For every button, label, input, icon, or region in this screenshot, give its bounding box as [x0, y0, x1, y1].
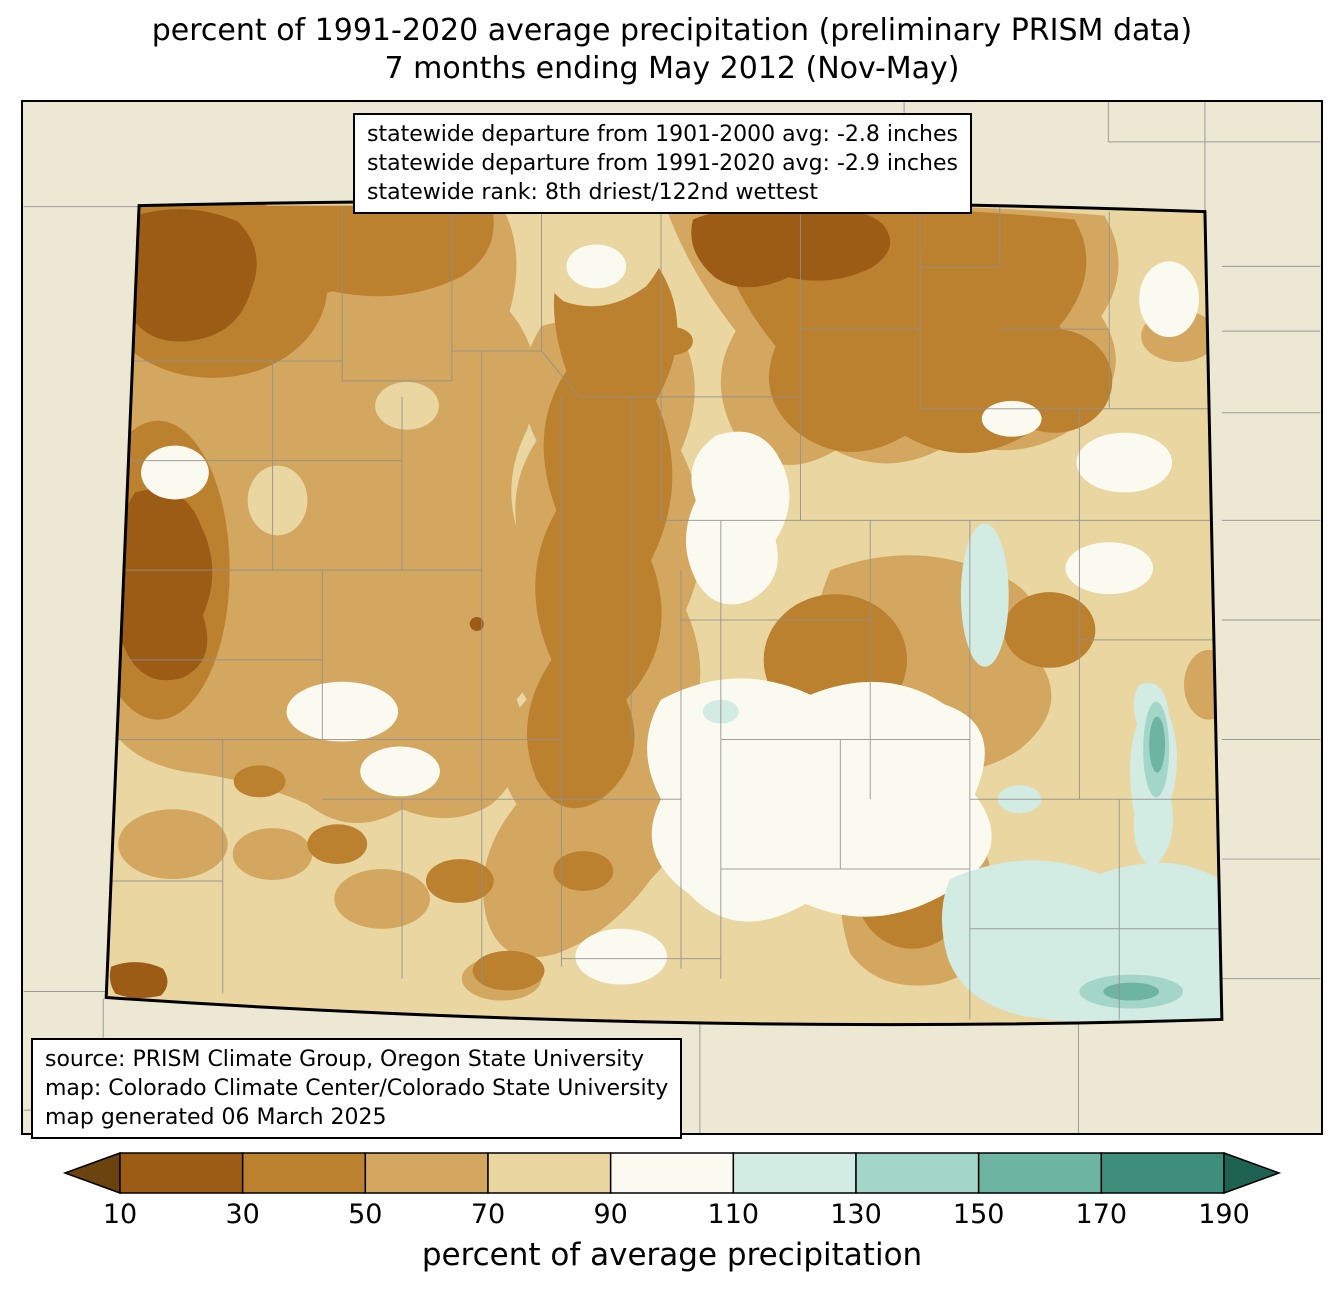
- colorbar-segment: [732, 1152, 857, 1194]
- region: [117, 489, 213, 681]
- colorbar-under-arrow: [62, 1151, 121, 1195]
- colorbar-segment: [977, 1152, 1103, 1194]
- region: [685, 431, 790, 605]
- colorbar-segment: [364, 1152, 489, 1194]
- region: [469, 617, 484, 631]
- region: [286, 681, 399, 742]
- tick-label: 90: [593, 1199, 628, 1230]
- region: [109, 962, 168, 999]
- tick-label: 30: [225, 1199, 260, 1230]
- stats-line-3: statewide rank: 8th driest/122nd wettest: [367, 180, 818, 205]
- stats-line-1: statewide departure from 1901-2000 avg: …: [367, 122, 958, 147]
- tick-label: 190: [1198, 1199, 1250, 1230]
- county-lines: [107, 205, 1222, 1020]
- region: [1139, 261, 1199, 338]
- source-box: source: PRISM Climate Group, Oregon Stat…: [31, 1038, 683, 1139]
- colorbar: 10 30 50 70 90 110 130 150 170 190 perce…: [21, 1149, 1323, 1273]
- region: [425, 859, 494, 903]
- tick-label: 50: [348, 1199, 383, 1230]
- tick-label: 70: [470, 1199, 506, 1230]
- colorbar-ticks: 10 30 50 70 90 110 130 150 170 190: [21, 1197, 1323, 1233]
- title-line-1: percent of 1991-2020 average precipitati…: [151, 13, 1193, 48]
- region: [247, 465, 308, 536]
- tick-label: 110: [707, 1199, 760, 1230]
- precip-150-170-regions: [1103, 716, 1166, 1001]
- colorbar-segment: [1100, 1152, 1225, 1194]
- colorado-fill-layers: [106, 200, 1222, 1025]
- region: [566, 244, 627, 289]
- region: [653, 327, 693, 356]
- stats-line-2: statewide departure from 1991-2020 avg: …: [367, 151, 958, 176]
- map-panel: statewide departure from 1901-2000 avg: …: [21, 100, 1323, 1139]
- region: [1076, 432, 1173, 493]
- source-line-3: map generated 06 March 2025: [45, 1105, 387, 1130]
- region: [232, 828, 313, 880]
- region: [553, 851, 614, 891]
- region: [691, 207, 891, 288]
- source-line-1: source: PRISM Climate Group, Oregon Stat…: [45, 1047, 645, 1072]
- precip-10-30-regions: [109, 207, 891, 999]
- region: [360, 746, 440, 797]
- colorbar-segment: [241, 1152, 367, 1194]
- region: [118, 809, 228, 879]
- region: [1065, 542, 1154, 595]
- region: [1103, 982, 1160, 1001]
- region: [141, 445, 209, 500]
- region: [472, 950, 545, 991]
- colorbar-over-arrow: [1223, 1151, 1282, 1195]
- region: [334, 869, 430, 929]
- region: [1149, 716, 1166, 773]
- tick-label: 170: [1075, 1199, 1128, 1230]
- region: [233, 765, 286, 798]
- region: [1003, 592, 1096, 668]
- region: [647, 678, 992, 922]
- title-line-2: 7 months ending May 2012 (Nov-May): [384, 51, 960, 86]
- statewide-stats-box: statewide departure from 1901-2000 avg: …: [353, 113, 972, 214]
- tick-label: 150: [952, 1199, 1005, 1230]
- colorbar-axis-label: percent of average precipitation: [421, 1237, 923, 1273]
- figure-title: percent of 1991-2020 average precipitati…: [0, 0, 1344, 88]
- region: [375, 381, 439, 430]
- region: [575, 928, 668, 985]
- colorbar-segment: [855, 1152, 980, 1194]
- tick-label: 10: [102, 1199, 138, 1230]
- colorbar-segment: [119, 1152, 244, 1194]
- tick-label: 130: [830, 1199, 882, 1230]
- region: [960, 523, 1009, 667]
- colorbar-segment: [487, 1152, 612, 1194]
- region: [981, 400, 1042, 437]
- region: [941, 860, 1222, 1025]
- region: [116, 209, 257, 342]
- county-boundaries: [107, 205, 1222, 1020]
- source-line-2: map: Colorado Climate Center/Colorado St…: [45, 1076, 669, 1101]
- colorbar-segment: [609, 1152, 735, 1194]
- region: [307, 824, 368, 865]
- colorbar-scale: [62, 1151, 1282, 1195]
- precipitation-map: [23, 102, 1321, 1133]
